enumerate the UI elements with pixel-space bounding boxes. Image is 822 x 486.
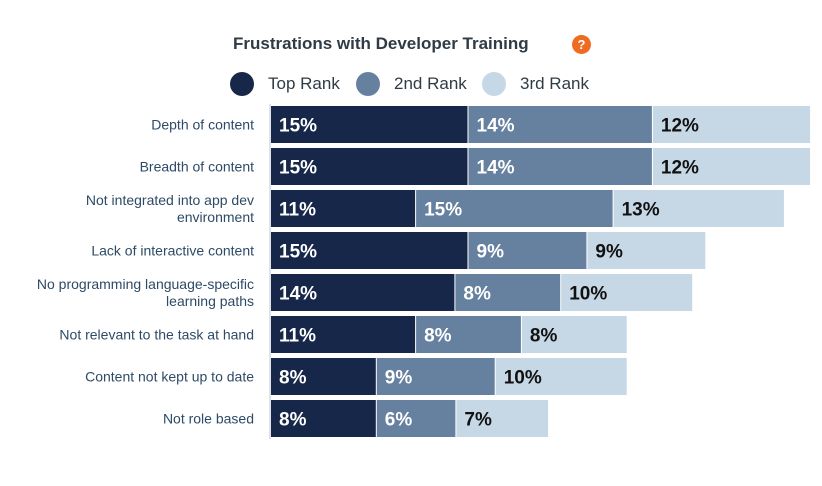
legend-item-top-rank[interactable]: Top Rank [230,72,340,96]
category-label: Not role based [163,411,254,427]
bar-value-label: 15% [279,116,317,137]
bar-segment-3rd-rank[interactable] [561,274,693,311]
category-label: Not integrated into app dev environment [86,192,254,225]
bar-value-label: 9% [595,242,623,263]
category-label: Depth of content [151,117,254,133]
category-label: Not relevant to the task at hand [59,327,254,343]
category-label-line: environment [177,209,254,225]
bar-segment-2nd-rank[interactable] [468,232,587,269]
bar-row: No programming language-specific learning… [37,274,693,311]
bar-value-label: 14% [279,284,317,305]
bar-value-label: 9% [477,242,505,263]
bar-row: Content not kept up to date 8% 9% 10% [85,358,627,395]
category-label-line: Content not kept up to date [85,369,254,385]
bar-segment-3rd-rank[interactable] [521,316,627,353]
legend-swatch-2nd-rank [356,72,380,96]
legend-item-3rd-rank[interactable]: 3rd Rank [482,72,589,96]
legend-label-top-rank: Top Rank [268,74,340,93]
bar-segment-top-rank[interactable] [271,358,376,395]
bar-row: Not integrated into app dev environment 11… [86,190,784,227]
bar-value-label: 8% [279,410,307,431]
bar-segment-2nd-rank[interactable] [455,274,561,311]
bar-segment-3rd-rank[interactable] [613,190,784,227]
legend-swatch-top-rank [230,72,254,96]
bar-segment-top-rank[interactable] [271,400,376,437]
legend-item-2nd-rank[interactable]: 2nd Rank [356,72,467,96]
legend-label-3rd-rank: 3rd Rank [520,74,589,93]
bar-row: Breadth of content 15% 14% 12% [140,148,811,185]
bar-row: Lack of interactive content 15% 9% 9% [91,232,706,269]
bar-segment-top-rank[interactable] [271,106,468,143]
bar-segment-2nd-rank[interactable] [416,316,521,353]
chart-header: Frustrations with Developer Training ? [0,34,822,56]
bar-value-label: 11% [279,326,316,347]
bar-value-label: 8% [424,326,452,347]
legend-swatch-3rd-rank [482,72,506,96]
bar-value-label: 14% [477,116,515,137]
bar-segment-2nd-rank[interactable] [468,148,652,185]
bar-segment-3rd-rank[interactable] [495,358,627,395]
bar-value-label: 8% [279,368,307,389]
bar-value-label: 14% [477,158,515,179]
bar-segment-3rd-rank[interactable] [652,106,811,143]
bar-row: Depth of content 15% 14% 12% [151,106,811,143]
bar-segment-top-rank[interactable] [271,190,416,227]
category-label-line: Breadth of content [140,159,255,175]
bar-segment-2nd-rank[interactable] [468,106,652,143]
bar-segment-2nd-rank[interactable] [376,358,495,395]
bar-segment-2nd-rank[interactable] [376,400,456,437]
bar-segment-3rd-rank[interactable] [456,400,549,437]
help-icon[interactable]: ? [572,35,591,54]
bar-value-label: 8% [463,284,491,305]
bar-value-label: 8% [530,326,558,347]
bar-row: Not role based 8% 6% 7% [163,400,549,437]
category-label: No programming language-specific learning… [37,276,254,309]
bar-value-label: 12% [661,116,699,137]
bar-segment-top-rank[interactable] [271,232,468,269]
bar-segment-2nd-rank[interactable] [416,190,613,227]
bar-value-label: 9% [385,368,413,389]
category-label-line: No programming language-specific [37,276,254,292]
category-label: Breadth of content [140,159,255,175]
bar-value-label: 10% [504,368,542,389]
bar-segment-top-rank[interactable] [271,316,416,353]
legend-label-2nd-rank: 2nd Rank [394,74,467,93]
category-label-line: learning paths [166,293,254,309]
bar-value-label: 13% [622,200,660,221]
chart-title: Frustrations with Developer Training [233,34,529,53]
chart-legend: Top Rank 2nd Rank 3rd Rank [0,72,822,96]
bar-value-label: 6% [385,410,413,431]
bar-value-label: 11% [279,200,316,221]
bar-row: Not relevant to the task at hand 11% 8% 8% [59,316,627,353]
bar-value-label: 12% [661,158,699,179]
bar-segment-top-rank[interactable] [271,148,468,185]
category-label-line: Not relevant to the task at hand [59,327,254,343]
bar-segment-3rd-rank[interactable] [652,148,811,185]
category-label-line: Lack of interactive content [91,243,254,259]
category-label: Lack of interactive content [91,243,254,259]
bar-value-label: 7% [464,410,492,431]
category-label-line: Not integrated into app dev [86,192,254,208]
category-label-line: Depth of content [151,117,254,133]
bar-segment-3rd-rank[interactable] [587,232,706,269]
category-label: Content not kept up to date [85,369,254,385]
bar-value-label: 15% [279,158,317,179]
bar-value-label: 10% [569,284,607,305]
bar-segment-top-rank[interactable] [271,274,455,311]
category-label-line: Not role based [163,411,254,427]
bar-value-label: 15% [424,200,462,221]
bar-value-label: 15% [279,242,317,263]
